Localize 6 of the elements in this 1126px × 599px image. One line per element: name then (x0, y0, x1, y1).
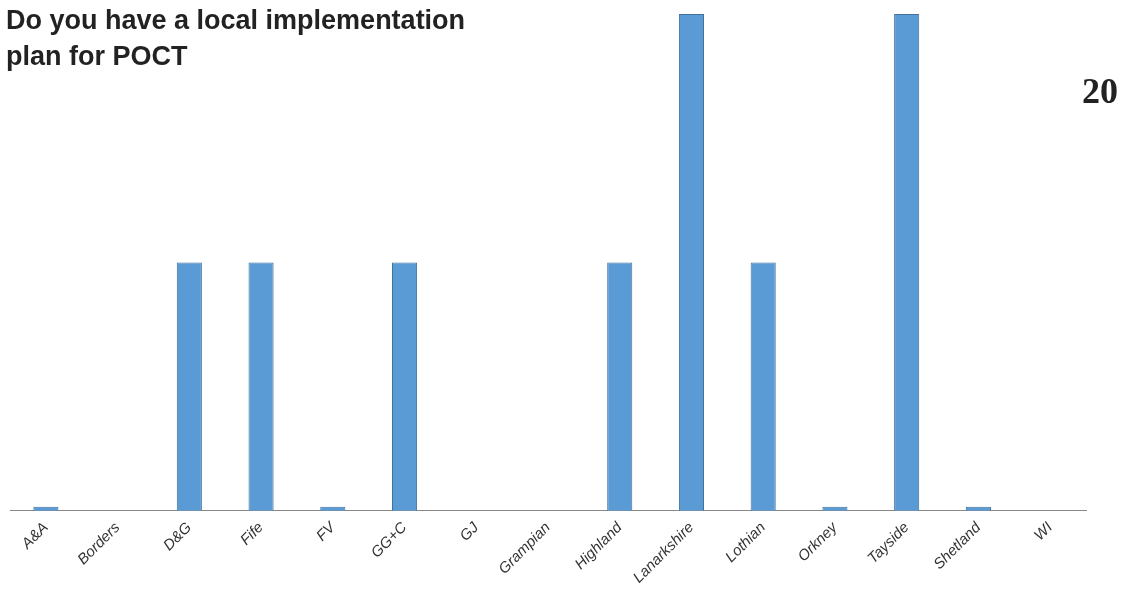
x-tick-label: GJ (455, 517, 482, 544)
chart-title: Do you have a local implementation plan for POCT (6, 4, 467, 73)
x-tick-label: WI (1030, 518, 1056, 544)
x-tick-label: Fife (236, 518, 267, 548)
x-tick-label: FV (312, 516, 340, 544)
annotation: 20 (1082, 70, 1118, 112)
